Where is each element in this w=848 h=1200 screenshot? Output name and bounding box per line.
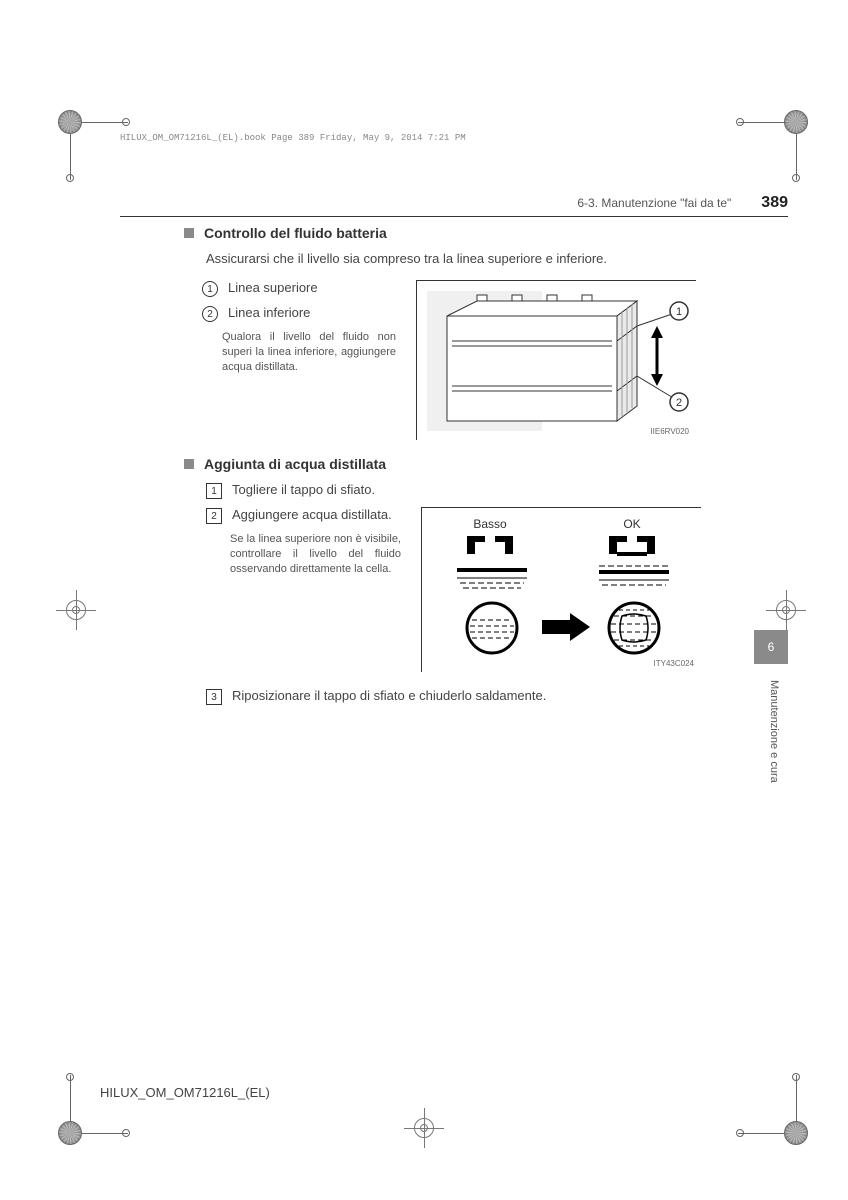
item-lower-label: Linea inferiore — [228, 305, 310, 320]
circle-number-2: 2 — [202, 306, 218, 322]
box-number-2: 2 — [206, 508, 222, 524]
page-number: 389 — [761, 194, 788, 212]
section1-detail: Qualora il livello del fluido non superi… — [222, 330, 396, 375]
section1-heading: Controllo del fluido batteria — [204, 225, 387, 241]
section1-intro: Assicurarsi che il livello sia compreso … — [206, 251, 738, 266]
water-level-figure: Basso OK — [421, 507, 701, 672]
section1-body: 1 Linea superiore 2 Linea inferiore Qual… — [196, 280, 738, 440]
item-upper-label: Linea superiore — [228, 280, 318, 295]
regmark-bl — [58, 1121, 82, 1145]
chapter-number: 6 — [768, 640, 775, 654]
battery-figure: 1 2 IIE6RV020 — [416, 280, 696, 440]
step2-label: Aggiungere acqua distillata. — [232, 507, 392, 522]
step1-label: Togliere il tappo di sfiato. — [232, 482, 375, 497]
circle-number-1: 1 — [202, 281, 218, 297]
crossmark-left — [56, 590, 96, 630]
svg-text:1: 1 — [676, 306, 682, 318]
footer: HILUX_OM_OM71216L_(EL) — [100, 1085, 270, 1100]
page-header: 6-3. Manutenzione "fai da te" 389 — [120, 194, 788, 217]
step-2: 2 Aggiungere acqua distillata. — [206, 507, 401, 524]
svg-text:Basso: Basso — [473, 517, 507, 531]
level-illustration: Basso OK — [422, 508, 702, 673]
regmark-tl — [58, 110, 82, 134]
section1-text-column: 1 Linea superiore 2 Linea inferiore Qual… — [196, 280, 396, 440]
figure1-caption: IIE6RV020 — [650, 427, 689, 436]
box-number-3: 3 — [206, 689, 222, 705]
step3-label: Riposizionare il tappo di sfiato e chiud… — [232, 688, 546, 703]
print-header: HILUX_OM_OM71216L_(EL).book Page 389 Fri… — [120, 133, 466, 143]
section2-figure-column: Basso OK — [421, 507, 738, 672]
square-bullet-icon — [184, 459, 194, 469]
item-upper-line: 1 Linea superiore — [202, 280, 396, 297]
battery-illustration: 1 2 — [417, 281, 697, 441]
box-number-1: 1 — [206, 483, 222, 499]
item-lower-line: 2 Linea inferiore — [202, 305, 396, 322]
chapter-label: Manutenzione e cura — [768, 680, 780, 783]
svg-text:2: 2 — [676, 397, 682, 409]
chapter-tab: 6 — [754, 630, 788, 664]
crossmark-right — [766, 590, 806, 630]
square-bullet-icon — [184, 228, 194, 238]
section2-heading-row: Aggiunta di acqua distillata — [184, 456, 738, 472]
svg-text:OK: OK — [623, 517, 640, 531]
crossmark-bottom — [404, 1108, 444, 1148]
regmark-tr — [784, 110, 808, 134]
figure2-caption: ITY43C024 — [654, 659, 694, 668]
section2-heading: Aggiunta di acqua distillata — [204, 456, 386, 472]
section1-heading-row: Controllo del fluido batteria — [184, 225, 738, 241]
section-path: 6-3. Manutenzione "fai da te" — [577, 196, 731, 210]
section2-body: 2 Aggiungere acqua distillata. Se la lin… — [206, 507, 738, 672]
page-content: Controllo del fluido batteria Assicurars… — [190, 225, 738, 713]
step-1: 1 Togliere il tappo di sfiato. — [206, 482, 738, 499]
section1-figure-column: 1 2 IIE6RV020 — [416, 280, 738, 440]
regmark-br — [784, 1121, 808, 1145]
step-3: 3 Riposizionare il tappo di sfiato e chi… — [206, 688, 738, 705]
section2-detail: Se la linea superiore non è visibile, co… — [230, 532, 401, 577]
section2-text-column: 2 Aggiungere acqua distillata. Se la lin… — [206, 507, 401, 672]
